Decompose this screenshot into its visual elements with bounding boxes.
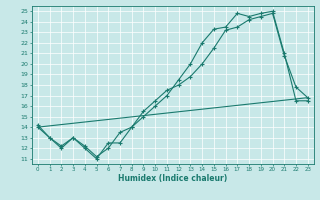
X-axis label: Humidex (Indice chaleur): Humidex (Indice chaleur) xyxy=(118,174,228,183)
